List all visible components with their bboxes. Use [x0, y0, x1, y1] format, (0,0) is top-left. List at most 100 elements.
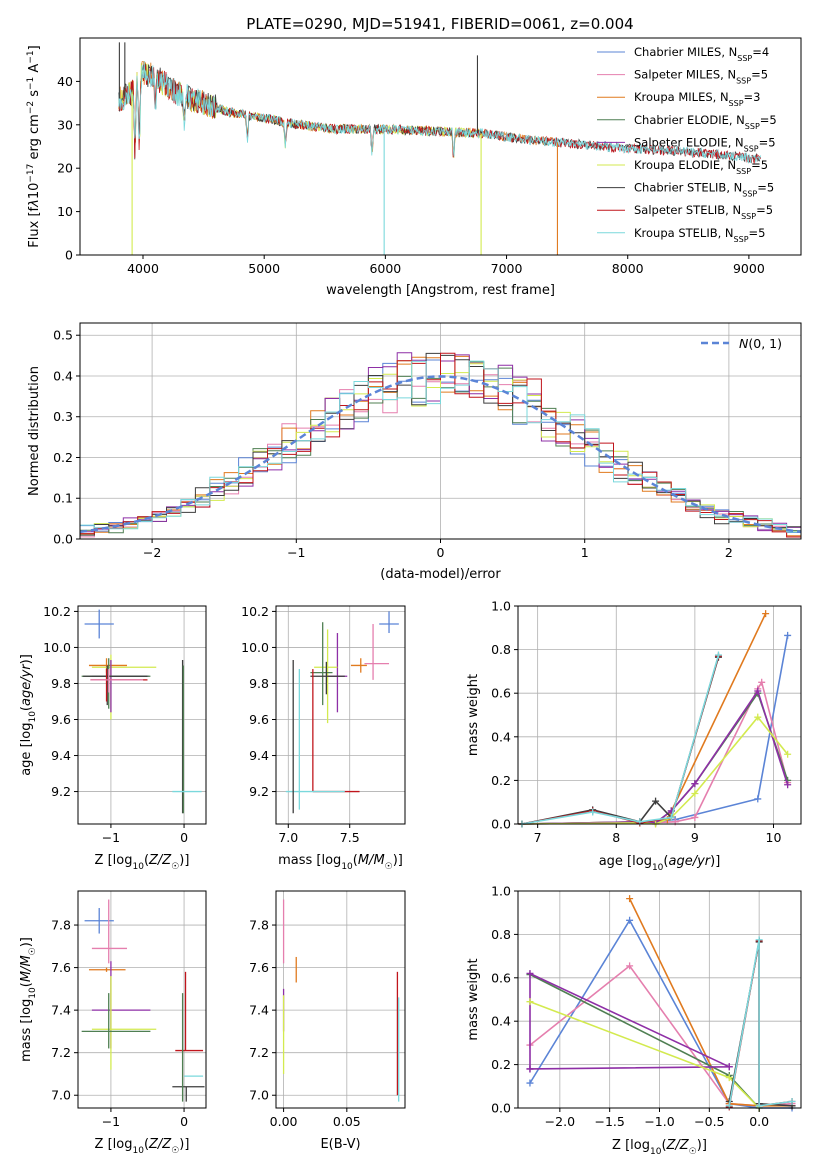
y-tick-label: 10.0 [241, 640, 269, 655]
legend-count: =5 [749, 226, 766, 240]
axes-frame [77, 605, 207, 825]
y-tick-label: 7.8 [51, 918, 71, 933]
y-tick-label: 0.4 [53, 368, 73, 383]
x-axis-label: mass [log10(M/M☉)] [278, 853, 403, 872]
x-axis-label: wavelength [Angstrom, rest frame] [326, 283, 555, 298]
weight-marker [788, 1097, 796, 1105]
label-part: mass [log [278, 853, 341, 868]
label-part: ☉ [385, 862, 393, 872]
y-tick-label: 0.4 [491, 1014, 511, 1029]
label-part: 10 [28, 711, 38, 723]
label-part: )] [393, 853, 403, 868]
y-tick-label: 9.6 [249, 712, 269, 727]
x-tick-label: 8 [612, 830, 620, 845]
label-part: Z [log [95, 853, 133, 868]
weight-marker [526, 1079, 534, 1087]
legend-count: =4 [752, 45, 769, 59]
x-tick-label: 7.0 [278, 830, 298, 845]
y-tick-label: 0.6 [491, 686, 511, 701]
weight-marker [784, 750, 792, 758]
y-tick-label: 7.2 [51, 1045, 71, 1060]
axes-frame [77, 890, 207, 1109]
y-tick-label: 10.2 [241, 604, 269, 619]
label-part: 10 [650, 1147, 662, 1157]
y-tick-label: 7.0 [249, 1088, 269, 1103]
x-tick-label: 8000 [612, 261, 644, 276]
weight-marker [691, 780, 699, 788]
y-axis-label: age [log10(age/yr)] [19, 654, 38, 776]
y-tick-label: 7.8 [249, 918, 269, 933]
label-part: Flux [f [27, 206, 42, 247]
y-tick-label: 0.0 [491, 1101, 511, 1116]
legend-name: Salpeter STELIB, N [634, 203, 741, 217]
y-axis-label: mass [log10(M/M☉)] [19, 937, 38, 1062]
x-tick-label: −1.0 [644, 1114, 674, 1129]
y-tick-label: 7.6 [249, 960, 269, 975]
y-tick-label: 0 [65, 248, 73, 263]
x-tick-label: −2 [143, 545, 161, 560]
weight-marker [691, 789, 699, 797]
label-part: )] [19, 654, 34, 664]
label-part: (data-model)/error [380, 567, 501, 582]
weight-marker [526, 998, 534, 1006]
label-part: ( [19, 706, 34, 711]
legend-label: N(0, 1) [739, 336, 782, 351]
x-tick-label: 1 [581, 545, 589, 560]
y-tick-label: 0.0 [491, 817, 511, 832]
label-part: )] [179, 853, 189, 868]
label-part: mass weight [466, 958, 481, 1040]
label-part: )] [179, 1137, 189, 1152]
weight-vs-metallicity-panel: −2.0 −1.5 −1.0 −0.5 0.0 0.0 0.2 0.4 0.6 0.8 1.0 Z [… [466, 884, 802, 1157]
weight-line [628, 898, 792, 1107]
x-tick-label: 4000 [127, 261, 159, 276]
spectrum-panel: 4000 5000 6000 7000 8000 9000 0 10 20 30 40 wavelen… [26, 37, 802, 298]
axes-frame [275, 890, 406, 1109]
label-part: Normed distribution [27, 366, 42, 496]
gaussian-curve [79, 375, 802, 534]
y-axis-label: Normed distribution [27, 366, 42, 496]
label-part: Z/Z [666, 1138, 690, 1153]
y-tick-label: 0.0 [53, 532, 73, 547]
y-tick-label: 40 [57, 74, 73, 89]
x-axis-label: Z [log10(Z/Z☉)] [612, 1138, 707, 1157]
label-part: )] [19, 937, 34, 947]
weight-marker [526, 1065, 534, 1073]
label-part: mass weight [466, 674, 481, 756]
label-part: λ [27, 199, 42, 208]
label-part: −1 [26, 77, 36, 90]
x-tick-label: 0.05 [333, 1114, 361, 1129]
x-tick-label: 5000 [248, 261, 280, 276]
y-tick-label: 1.0 [491, 599, 511, 614]
y-tick-label: 7.4 [249, 1003, 269, 1018]
label-part: 10 [652, 863, 664, 873]
weight-marker [762, 610, 770, 618]
label-part: E(B-V) [320, 1137, 360, 1152]
weight-marker [754, 713, 762, 721]
label-part: Z [log [95, 1137, 133, 1152]
legend-label: Salpeter MILES, NSSP=5 [634, 68, 768, 86]
y-axis-label: mass weight [466, 674, 481, 756]
label-part: Z [log [612, 1138, 650, 1153]
label-part: age [log [599, 854, 652, 869]
x-tick-label: −1 [102, 830, 120, 845]
label-part: 10 [132, 862, 144, 872]
weight-marker [626, 895, 634, 903]
label-part: Z/Z [148, 853, 172, 868]
legend-label: Chabrier MILES, NSSP=4 [634, 45, 769, 63]
y-tick-label: 9.4 [51, 748, 71, 763]
y-tick-label: 7.2 [249, 1045, 269, 1060]
y-tick-label: 0.6 [491, 970, 511, 985]
y-tick-label: 9.8 [51, 676, 71, 691]
label-part: A [27, 64, 42, 77]
label-part: s [27, 90, 42, 101]
weight-marker [725, 1063, 733, 1071]
histogram-step [80, 360, 801, 538]
y-tick-label: 20 [57, 161, 73, 176]
legend-name: Chabrier MILES, N [634, 45, 737, 59]
x-tick-label: 10 [766, 830, 782, 845]
x-tick-label: −1 [102, 1114, 120, 1129]
label-part: age [log [19, 723, 34, 776]
label-part: age/yr [668, 854, 711, 869]
weight-marker [652, 797, 660, 805]
legend-sub: SSP [737, 54, 752, 63]
